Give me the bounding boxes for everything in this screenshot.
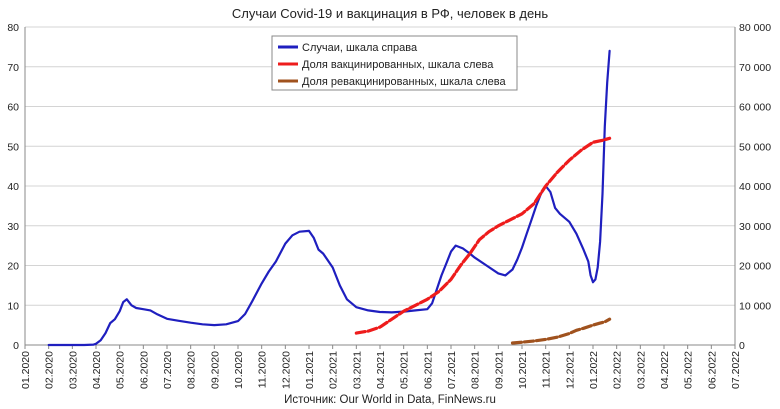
x-tick-label: 04.2021 xyxy=(375,351,387,389)
right-tick-label: 10 000 xyxy=(739,300,771,312)
series-line-2 xyxy=(354,136,612,335)
x-tick-label: 10.2020 xyxy=(233,351,245,389)
left-tick-label: 0 xyxy=(13,340,19,352)
left-tick-label: 20 xyxy=(7,261,19,273)
x-tick-label: 05.2020 xyxy=(115,351,127,389)
right-tick-label: 70 000 xyxy=(739,62,771,74)
x-tick-label: 08.2020 xyxy=(186,351,198,389)
left-axis: 0 10 20 30 40 50 60 70 80 xyxy=(7,22,19,352)
x-tick-label: 11.2021 xyxy=(541,351,553,388)
source-note: Источник: Our World in Data, FinNews.ru xyxy=(284,394,496,406)
right-tick-label: 50 000 xyxy=(739,141,771,153)
right-tick-label: 80 000 xyxy=(739,22,771,34)
x-tick-label: 02.2022 xyxy=(612,351,624,389)
series-line-3 xyxy=(510,317,612,345)
x-tick-label: 12.2021 xyxy=(564,351,576,389)
legend: Случаи, шкала справа Доля вакцинированных… xyxy=(271,35,518,91)
legend-box xyxy=(271,35,518,91)
x-tick-label: 11.2020 xyxy=(257,351,269,388)
right-tick-label: 40 000 xyxy=(739,181,771,193)
x-tick-label: 04.2022 xyxy=(659,351,671,389)
legend-label: Доля ревакцинированных, шкала слева xyxy=(302,76,507,88)
x-tick-label: 08.2021 xyxy=(470,351,482,389)
x-tick-label: 06.2022 xyxy=(706,351,718,389)
x-tick-label: 05.2022 xyxy=(683,351,695,389)
left-tick-label: 40 xyxy=(7,181,19,193)
left-tick-label: 10 xyxy=(7,300,19,312)
x-tick-label: 07.2022 xyxy=(730,351,742,389)
x-tick-label: 01.2022 xyxy=(588,351,600,389)
x-tick-label: 03.2022 xyxy=(635,351,647,389)
x-tick-label: 09.2021 xyxy=(493,351,505,389)
left-tick-label: 70 xyxy=(7,62,19,74)
x-tick-label: 03.2020 xyxy=(67,351,79,389)
legend-label: Доля вакцинированных, шкала слева xyxy=(302,59,494,71)
x-tick-label: 06.2020 xyxy=(138,351,150,389)
left-tick-label: 80 xyxy=(7,22,19,34)
right-tick-label: 20 000 xyxy=(739,261,771,273)
legend-label: Случаи, шкала справа xyxy=(302,42,418,54)
right-tick-label: 30 000 xyxy=(739,221,771,233)
x-tick-label: 10.2021 xyxy=(517,351,529,389)
left-tick-label: 50 xyxy=(7,141,19,153)
gridlines xyxy=(24,26,736,346)
x-tick-label: 07.2020 xyxy=(162,351,174,389)
x-tick-label: 02.2021 xyxy=(328,351,340,389)
x-tick-label: 06.2021 xyxy=(422,351,434,389)
x-tick-label: 07.2021 xyxy=(446,351,458,389)
series-layer xyxy=(47,49,612,347)
x-tick-label: 05.2021 xyxy=(399,351,411,389)
left-tick-label: 30 xyxy=(7,221,19,233)
x-axis: 01.2020 02.2020 03.2020 04.2020 05.2020 06.20… xyxy=(20,345,742,389)
right-tick-label: 60 000 xyxy=(739,102,771,114)
series-line-1 xyxy=(47,49,611,347)
x-tick-label: 01.2021 xyxy=(304,351,316,389)
x-tick-label: 01.2020 xyxy=(20,351,32,389)
x-tick-label: 09.2020 xyxy=(209,351,221,389)
x-tick-label: 04.2020 xyxy=(91,351,103,389)
left-tick-label: 60 xyxy=(7,102,19,114)
right-tick-label: 0 xyxy=(739,340,745,352)
right-axis: 0 10 000 20 000 30 000 40 000 50 000 60 000 70 … xyxy=(739,22,771,352)
x-tick-label: 12.2020 xyxy=(280,351,292,389)
chart-title: Случаи Covid-19 и вакцинация в РФ, челов… xyxy=(232,6,548,21)
x-tick-label: 03.2021 xyxy=(351,351,363,389)
x-tick-label: 02.2020 xyxy=(44,351,56,389)
